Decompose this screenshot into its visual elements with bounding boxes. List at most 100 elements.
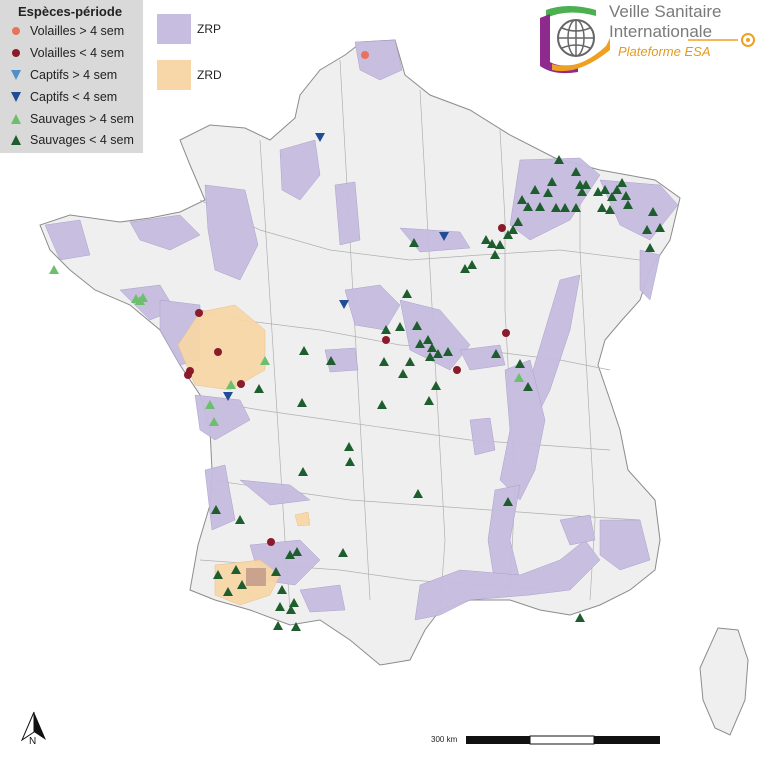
legend-item-label: Sauvages > 4 sem <box>30 112 134 126</box>
legend-item-label: Captifs > 4 sem <box>30 68 118 82</box>
outbreak-marker <box>490 250 500 259</box>
outbreak-marker <box>577 187 587 196</box>
outbreak-marker <box>291 622 301 631</box>
triangle-down-marker-icon <box>11 92 21 102</box>
legend-item-volailles-lt4: Volailles < 4 sem <box>8 44 124 62</box>
outbreak-marker <box>379 357 389 366</box>
outbreak-marker <box>292 547 302 556</box>
legend-item-volailles-gt4: Volailles > 4 sem <box>8 22 124 40</box>
outbreak-marker <box>205 400 215 409</box>
triangle-up-marker-icon <box>11 114 21 124</box>
outbreak-marker <box>453 366 461 374</box>
outbreak-marker <box>285 550 295 559</box>
scale-label: 300 km <box>431 735 458 744</box>
outbreak-marker <box>326 356 336 365</box>
outbreak-marker <box>271 567 281 576</box>
outbreak-marker <box>273 621 283 630</box>
legend: Espèces-période Volailles > 4 sem Volail… <box>0 0 143 153</box>
outbreak-marker <box>612 185 622 194</box>
vsi-logo: Veille Sanitaire Internationale Platefor… <box>538 2 763 74</box>
outbreak-marker <box>231 565 241 574</box>
north-arrow-icon <box>20 711 46 742</box>
outbreak-marker <box>481 235 491 244</box>
outbreak-marker <box>517 195 527 204</box>
logo-text-line2: Internationale <box>609 22 713 41</box>
outbreak-marker <box>298 467 308 476</box>
outbreak-marker <box>413 489 423 498</box>
outbreak-marker <box>623 200 633 209</box>
outbreak-marker <box>223 392 233 401</box>
outbreak-marker <box>237 380 245 388</box>
legend-item-label: Volailles > 4 sem <box>30 24 125 38</box>
outbreak-marker <box>226 380 236 389</box>
north-label: N <box>29 736 37 747</box>
outbreak-marker <box>415 339 425 348</box>
legend-item-label: Captifs < 4 sem <box>30 90 118 104</box>
outbreak-markers <box>49 51 665 631</box>
zrd-swatch <box>157 60 191 90</box>
outbreak-marker <box>214 348 222 356</box>
outbreak-marker <box>607 192 617 201</box>
outbreak-marker <box>515 359 525 368</box>
outbreak-marker <box>491 349 501 358</box>
north-arrow: N <box>18 710 54 750</box>
outbreak-marker <box>655 223 665 232</box>
outbreak-marker <box>184 371 192 379</box>
outbreak-marker <box>617 178 627 187</box>
outbreak-marker <box>575 613 585 622</box>
outbreak-marker <box>209 417 219 426</box>
legend-item-captifs-gt4: Captifs > 4 sem <box>8 66 117 84</box>
outbreak-marker <box>267 538 275 546</box>
zrd-zrp-overlap <box>246 568 266 586</box>
outbreak-marker <box>513 217 523 226</box>
outbreak-marker <box>571 167 581 176</box>
outbreak-marker <box>535 202 545 211</box>
outbreak-marker <box>361 51 369 59</box>
outbreak-marker <box>600 185 610 194</box>
outbreak-marker <box>382 336 390 344</box>
outbreak-marker <box>425 352 435 361</box>
outbreak-marker <box>508 225 518 234</box>
outbreak-marker <box>597 203 607 212</box>
outbreak-marker <box>431 381 441 390</box>
zrp-label: ZRP <box>197 22 221 36</box>
outbreak-marker <box>605 205 615 214</box>
outbreak-marker <box>223 587 233 596</box>
outbreak-marker <box>211 505 221 514</box>
outbreak-marker <box>277 585 287 594</box>
outbreak-marker <box>275 602 285 611</box>
outbreak-marker <box>409 238 419 247</box>
outbreak-marker <box>642 225 652 234</box>
logo-text-line1: Veille Sanitaire <box>609 2 722 21</box>
outbreak-marker <box>338 548 348 557</box>
outbreak-marker <box>581 180 591 189</box>
outbreak-marker <box>433 349 443 358</box>
legend-item-label: Sauvages < 4 sem <box>30 133 134 147</box>
outbreak-marker <box>487 239 497 248</box>
outbreak-marker <box>645 243 655 252</box>
outbreak-marker <box>571 203 581 212</box>
legend-item-label: Volailles < 4 sem <box>30 46 125 60</box>
outbreak-marker <box>412 321 422 330</box>
triangle-up-marker-icon <box>11 135 21 145</box>
outbreak-marker <box>235 515 245 524</box>
outbreak-marker <box>560 203 570 212</box>
circle-marker-icon <box>12 27 20 35</box>
outbreak-marker <box>503 497 513 506</box>
outbreak-marker <box>289 598 299 607</box>
outbreak-marker <box>339 300 349 309</box>
outbreak-marker <box>377 400 387 409</box>
outbreak-marker <box>395 322 405 331</box>
outbreak-marker <box>315 133 325 142</box>
outbreak-marker <box>344 442 354 451</box>
outbreak-marker <box>423 335 433 344</box>
outbreak-marker <box>460 264 470 273</box>
outbreak-marker <box>424 396 434 405</box>
outbreak-marker <box>523 202 533 211</box>
outbreak-marker <box>381 325 391 334</box>
outbreak-marker <box>345 457 355 466</box>
outbreak-marker <box>49 265 59 274</box>
outbreak-marker <box>648 207 658 216</box>
legend-item-captifs-lt4: Captifs < 4 sem <box>8 88 117 106</box>
triangle-down-marker-icon <box>11 70 21 80</box>
